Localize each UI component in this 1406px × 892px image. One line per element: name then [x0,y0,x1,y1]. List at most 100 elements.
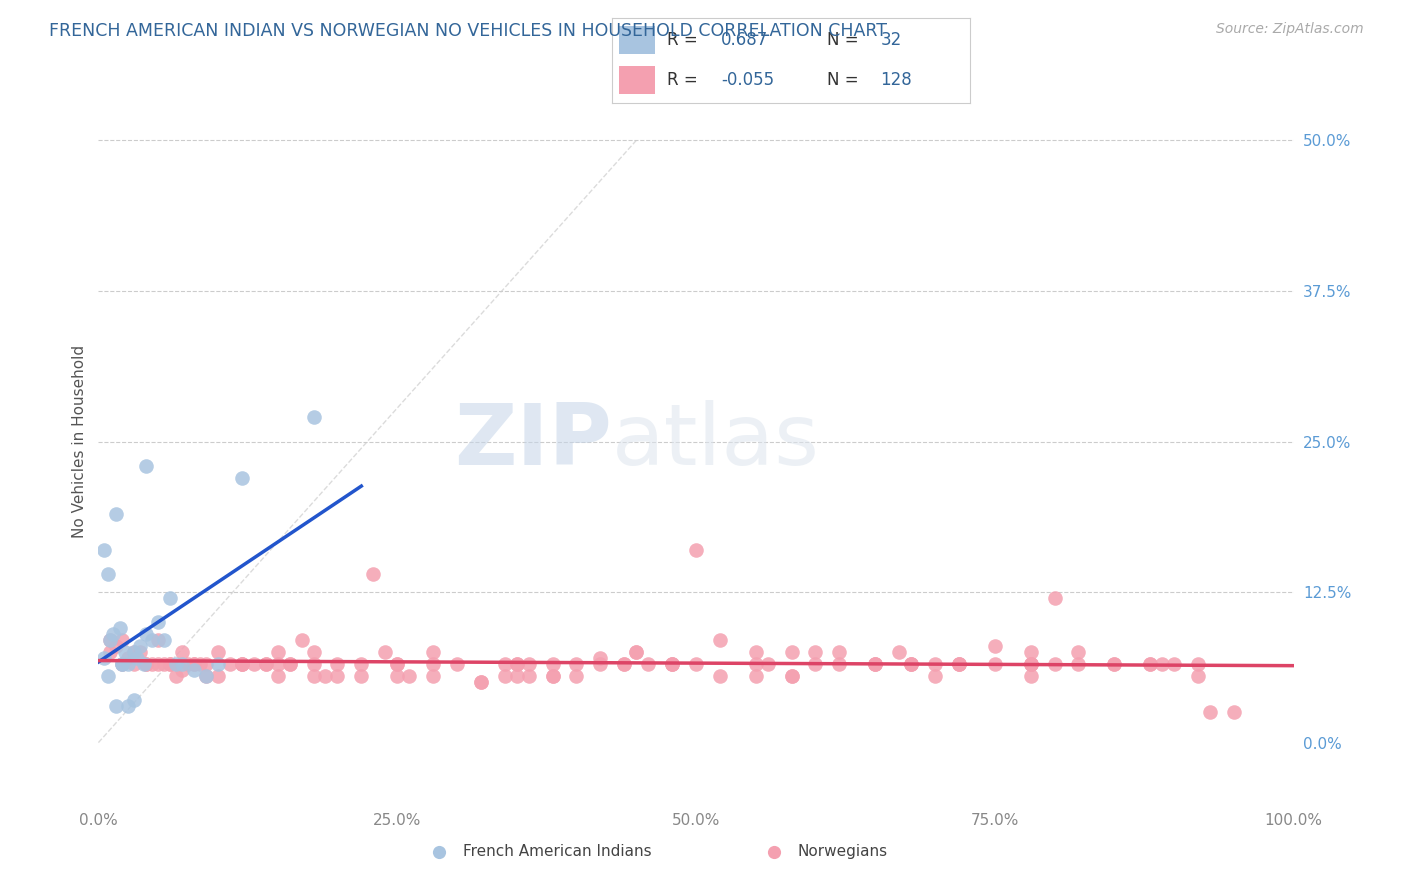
Point [1152,657,1174,672]
Point [422,657,444,672]
Point [762,817,785,831]
Point [756,657,779,672]
Point [105,699,128,714]
Point [278,657,301,672]
Text: N =: N = [827,31,858,49]
Point [948,657,970,672]
Point [315,669,337,683]
Point [1019,657,1042,672]
Point [302,669,325,683]
Point [494,669,516,683]
Point [517,669,540,683]
Point [804,657,827,672]
Point [984,639,1007,653]
Point [745,669,768,683]
Point [231,657,253,672]
Point [98,633,122,648]
Point [219,657,242,672]
Point [828,657,851,672]
Point [1139,657,1161,672]
Point [385,657,409,672]
FancyBboxPatch shape [619,27,655,54]
Point [159,657,181,672]
Point [195,669,218,683]
Point [129,639,152,653]
Point [1067,645,1090,659]
Point [948,657,970,672]
Point [589,651,612,665]
Point [114,645,136,659]
Point [111,657,134,672]
Point [626,645,648,659]
Point [900,657,922,672]
Point [105,639,128,653]
Point [98,633,122,648]
Point [1019,645,1042,659]
Point [93,651,115,665]
Point [900,657,922,672]
Text: 32: 32 [880,31,901,49]
Point [124,645,146,659]
Point [153,633,176,648]
Point [98,645,122,659]
Point [828,645,851,659]
Point [231,657,253,672]
Point [685,542,707,557]
Text: ZIP: ZIP [454,400,613,483]
Point [97,669,120,683]
Point [422,669,444,683]
Point [183,657,205,672]
Point [177,657,200,672]
Point [804,645,827,659]
Point [1104,657,1126,672]
Point [117,657,139,672]
Point [93,542,115,557]
Point [1019,657,1042,672]
Point [709,669,731,683]
Point [1067,657,1090,672]
Point [141,657,163,672]
Y-axis label: No Vehicles in Household: No Vehicles in Household [72,345,87,538]
Point [117,699,139,714]
Point [302,645,325,659]
Point [900,657,922,672]
Point [117,651,139,665]
Point [427,817,450,831]
Text: R =: R = [668,71,697,89]
Point [172,645,194,659]
Point [195,657,218,672]
Point [780,645,803,659]
Point [326,657,349,672]
Text: FRENCH AMERICAN INDIAN VS NORWEGIAN NO VEHICLES IN HOUSEHOLD CORRELATION CHART: FRENCH AMERICAN INDIAN VS NORWEGIAN NO V… [49,22,887,40]
Point [243,657,266,672]
Point [141,633,163,648]
Point [302,657,325,672]
Text: French American Indians: French American Indians [463,845,651,859]
Point [363,567,385,582]
Point [661,657,683,672]
Point [172,657,194,672]
Point [865,657,887,672]
Point [506,669,529,683]
Text: 0.687: 0.687 [721,31,768,49]
Point [302,410,325,425]
Point [470,675,492,690]
Point [865,657,887,672]
Point [231,471,253,485]
Point [1019,657,1042,672]
Text: 128: 128 [880,71,912,89]
Point [745,645,768,659]
Point [398,669,420,683]
Point [924,657,946,672]
Point [1187,669,1209,683]
Point [135,657,157,672]
Point [291,633,314,648]
Point [135,657,157,672]
Point [517,657,540,672]
Point [132,657,155,672]
Point [135,458,157,473]
Point [350,657,373,672]
Point [780,669,803,683]
Point [172,664,194,678]
Point [613,657,636,672]
